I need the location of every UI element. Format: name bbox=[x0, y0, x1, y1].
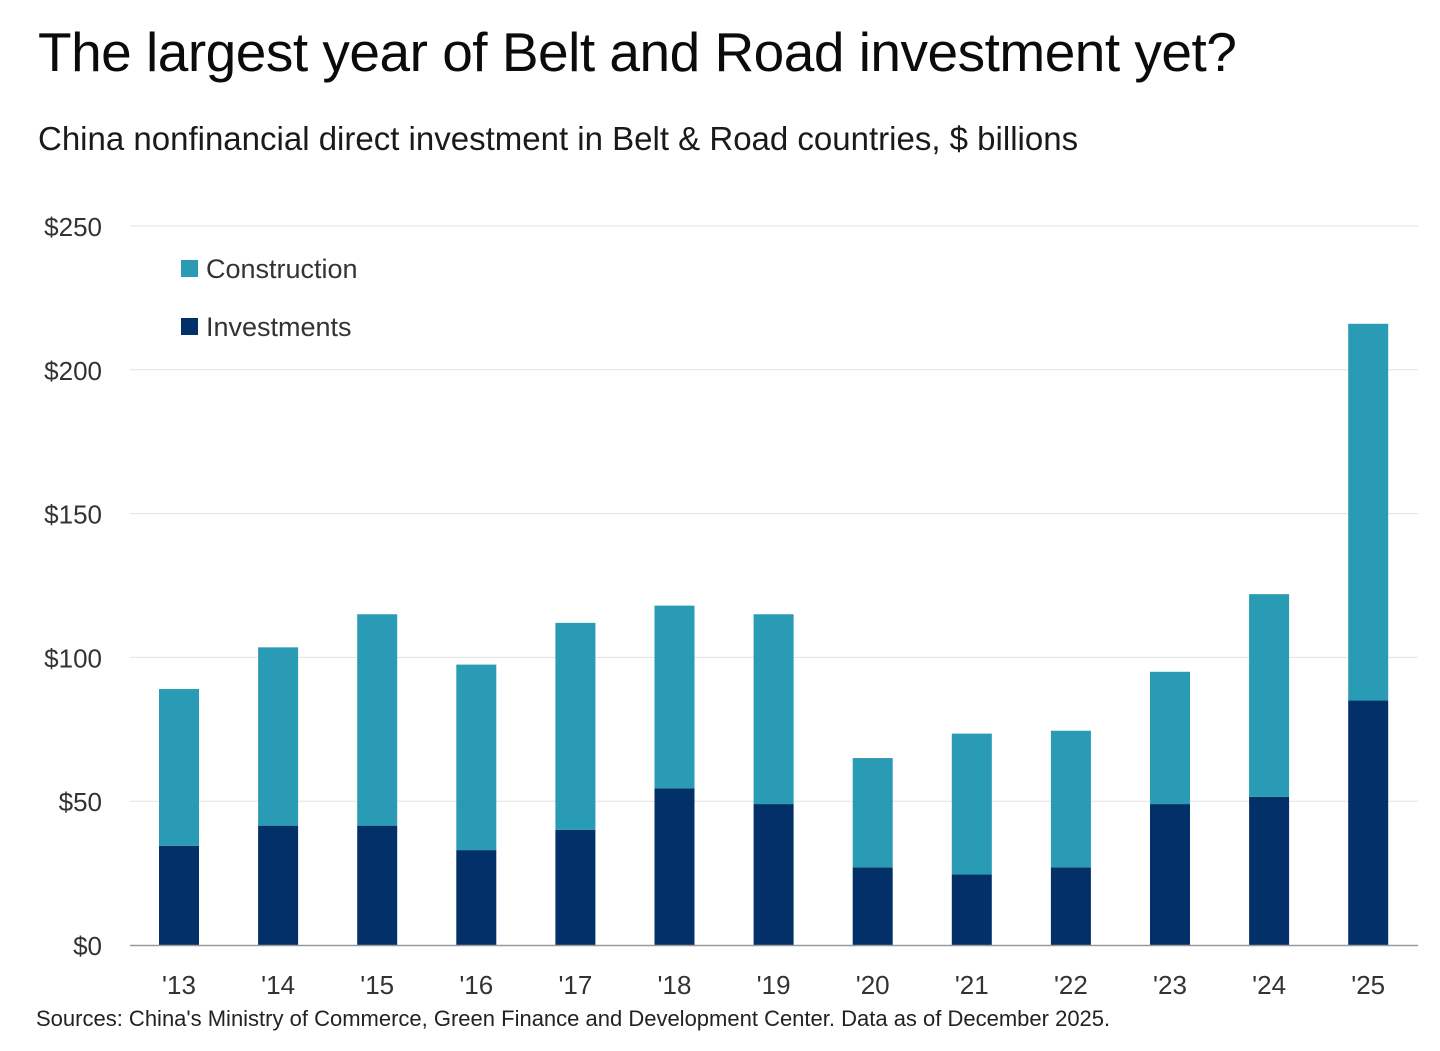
legend-swatch-investments bbox=[181, 318, 198, 335]
legend-label-construction: Construction bbox=[206, 254, 358, 284]
x-tick-label: '14 bbox=[261, 970, 295, 1000]
axes: $0 $50 $100 $150 $200 $250 '13 '14 '15 '16 '17 '18 '… bbox=[44, 212, 1418, 1000]
x-tick-label: '24 bbox=[1252, 970, 1286, 1000]
bar-construction-15 bbox=[357, 614, 398, 826]
x-tick-label: '18 bbox=[658, 970, 692, 1000]
bar-investments-22 bbox=[1050, 867, 1091, 945]
bar-construction-25 bbox=[1348, 323, 1389, 701]
source-note: Sources: China's Ministry of Commerce, G… bbox=[36, 1006, 1111, 1031]
y-tick-label: $250 bbox=[44, 212, 102, 242]
y-tick-label: $100 bbox=[44, 643, 102, 673]
y-tick-label: $0 bbox=[73, 931, 102, 961]
bar-investments-16 bbox=[456, 850, 497, 945]
bar-investments-24 bbox=[1249, 796, 1290, 945]
x-tick-label: '13 bbox=[162, 970, 196, 1000]
x-tick-label: '25 bbox=[1351, 970, 1385, 1000]
y-tick-label: $200 bbox=[44, 356, 102, 386]
y-tick-label: $150 bbox=[44, 500, 102, 530]
legend: Construction Investments bbox=[181, 254, 358, 342]
bar-investments-25 bbox=[1348, 700, 1389, 945]
bar-investments-23 bbox=[1150, 804, 1190, 945]
bar-investments-19 bbox=[753, 804, 794, 945]
bars bbox=[159, 323, 1389, 945]
bar-chart: $0 $50 $100 $150 $200 $250 '13 '14 '15 '16 '17 '18 '… bbox=[44, 212, 1418, 1000]
bar-construction-16 bbox=[456, 664, 497, 851]
bar-investments-20 bbox=[852, 867, 893, 945]
x-tick-label: '21 bbox=[955, 970, 989, 1000]
y-tick-label: $50 bbox=[59, 787, 102, 817]
bar-construction-14 bbox=[258, 647, 299, 826]
bar-construction-24 bbox=[1249, 594, 1290, 797]
bar-construction-17 bbox=[555, 622, 596, 830]
bar-investments-18 bbox=[654, 788, 695, 945]
bar-construction-23 bbox=[1150, 671, 1190, 805]
legend-swatch-construction bbox=[181, 260, 198, 277]
bar-investments-13 bbox=[159, 845, 199, 945]
legend-label-investments: Investments bbox=[206, 312, 352, 342]
bar-construction-19 bbox=[753, 614, 794, 805]
x-tick-label: '23 bbox=[1153, 970, 1187, 1000]
bar-investments-14 bbox=[258, 825, 299, 945]
bar-investments-15 bbox=[357, 825, 398, 945]
x-tick-label: '19 bbox=[757, 970, 791, 1000]
bar-construction-21 bbox=[951, 733, 992, 875]
x-tick-label: '20 bbox=[856, 970, 890, 1000]
x-tick-label: '22 bbox=[1054, 970, 1088, 1000]
x-tick-label: '15 bbox=[360, 970, 394, 1000]
bar-investments-21 bbox=[951, 874, 992, 945]
bar-investments-17 bbox=[555, 829, 596, 945]
bar-construction-22 bbox=[1050, 730, 1091, 868]
chart-subtitle: China nonfinancial direct investment in … bbox=[38, 120, 1079, 157]
chart-title: The largest year of Belt and Road invest… bbox=[38, 21, 1237, 83]
x-tick-label: '16 bbox=[459, 970, 493, 1000]
bar-construction-18 bbox=[654, 605, 695, 789]
bar-construction-13 bbox=[159, 689, 199, 846]
x-tick-label: '17 bbox=[558, 970, 592, 1000]
bar-construction-20 bbox=[852, 758, 893, 868]
